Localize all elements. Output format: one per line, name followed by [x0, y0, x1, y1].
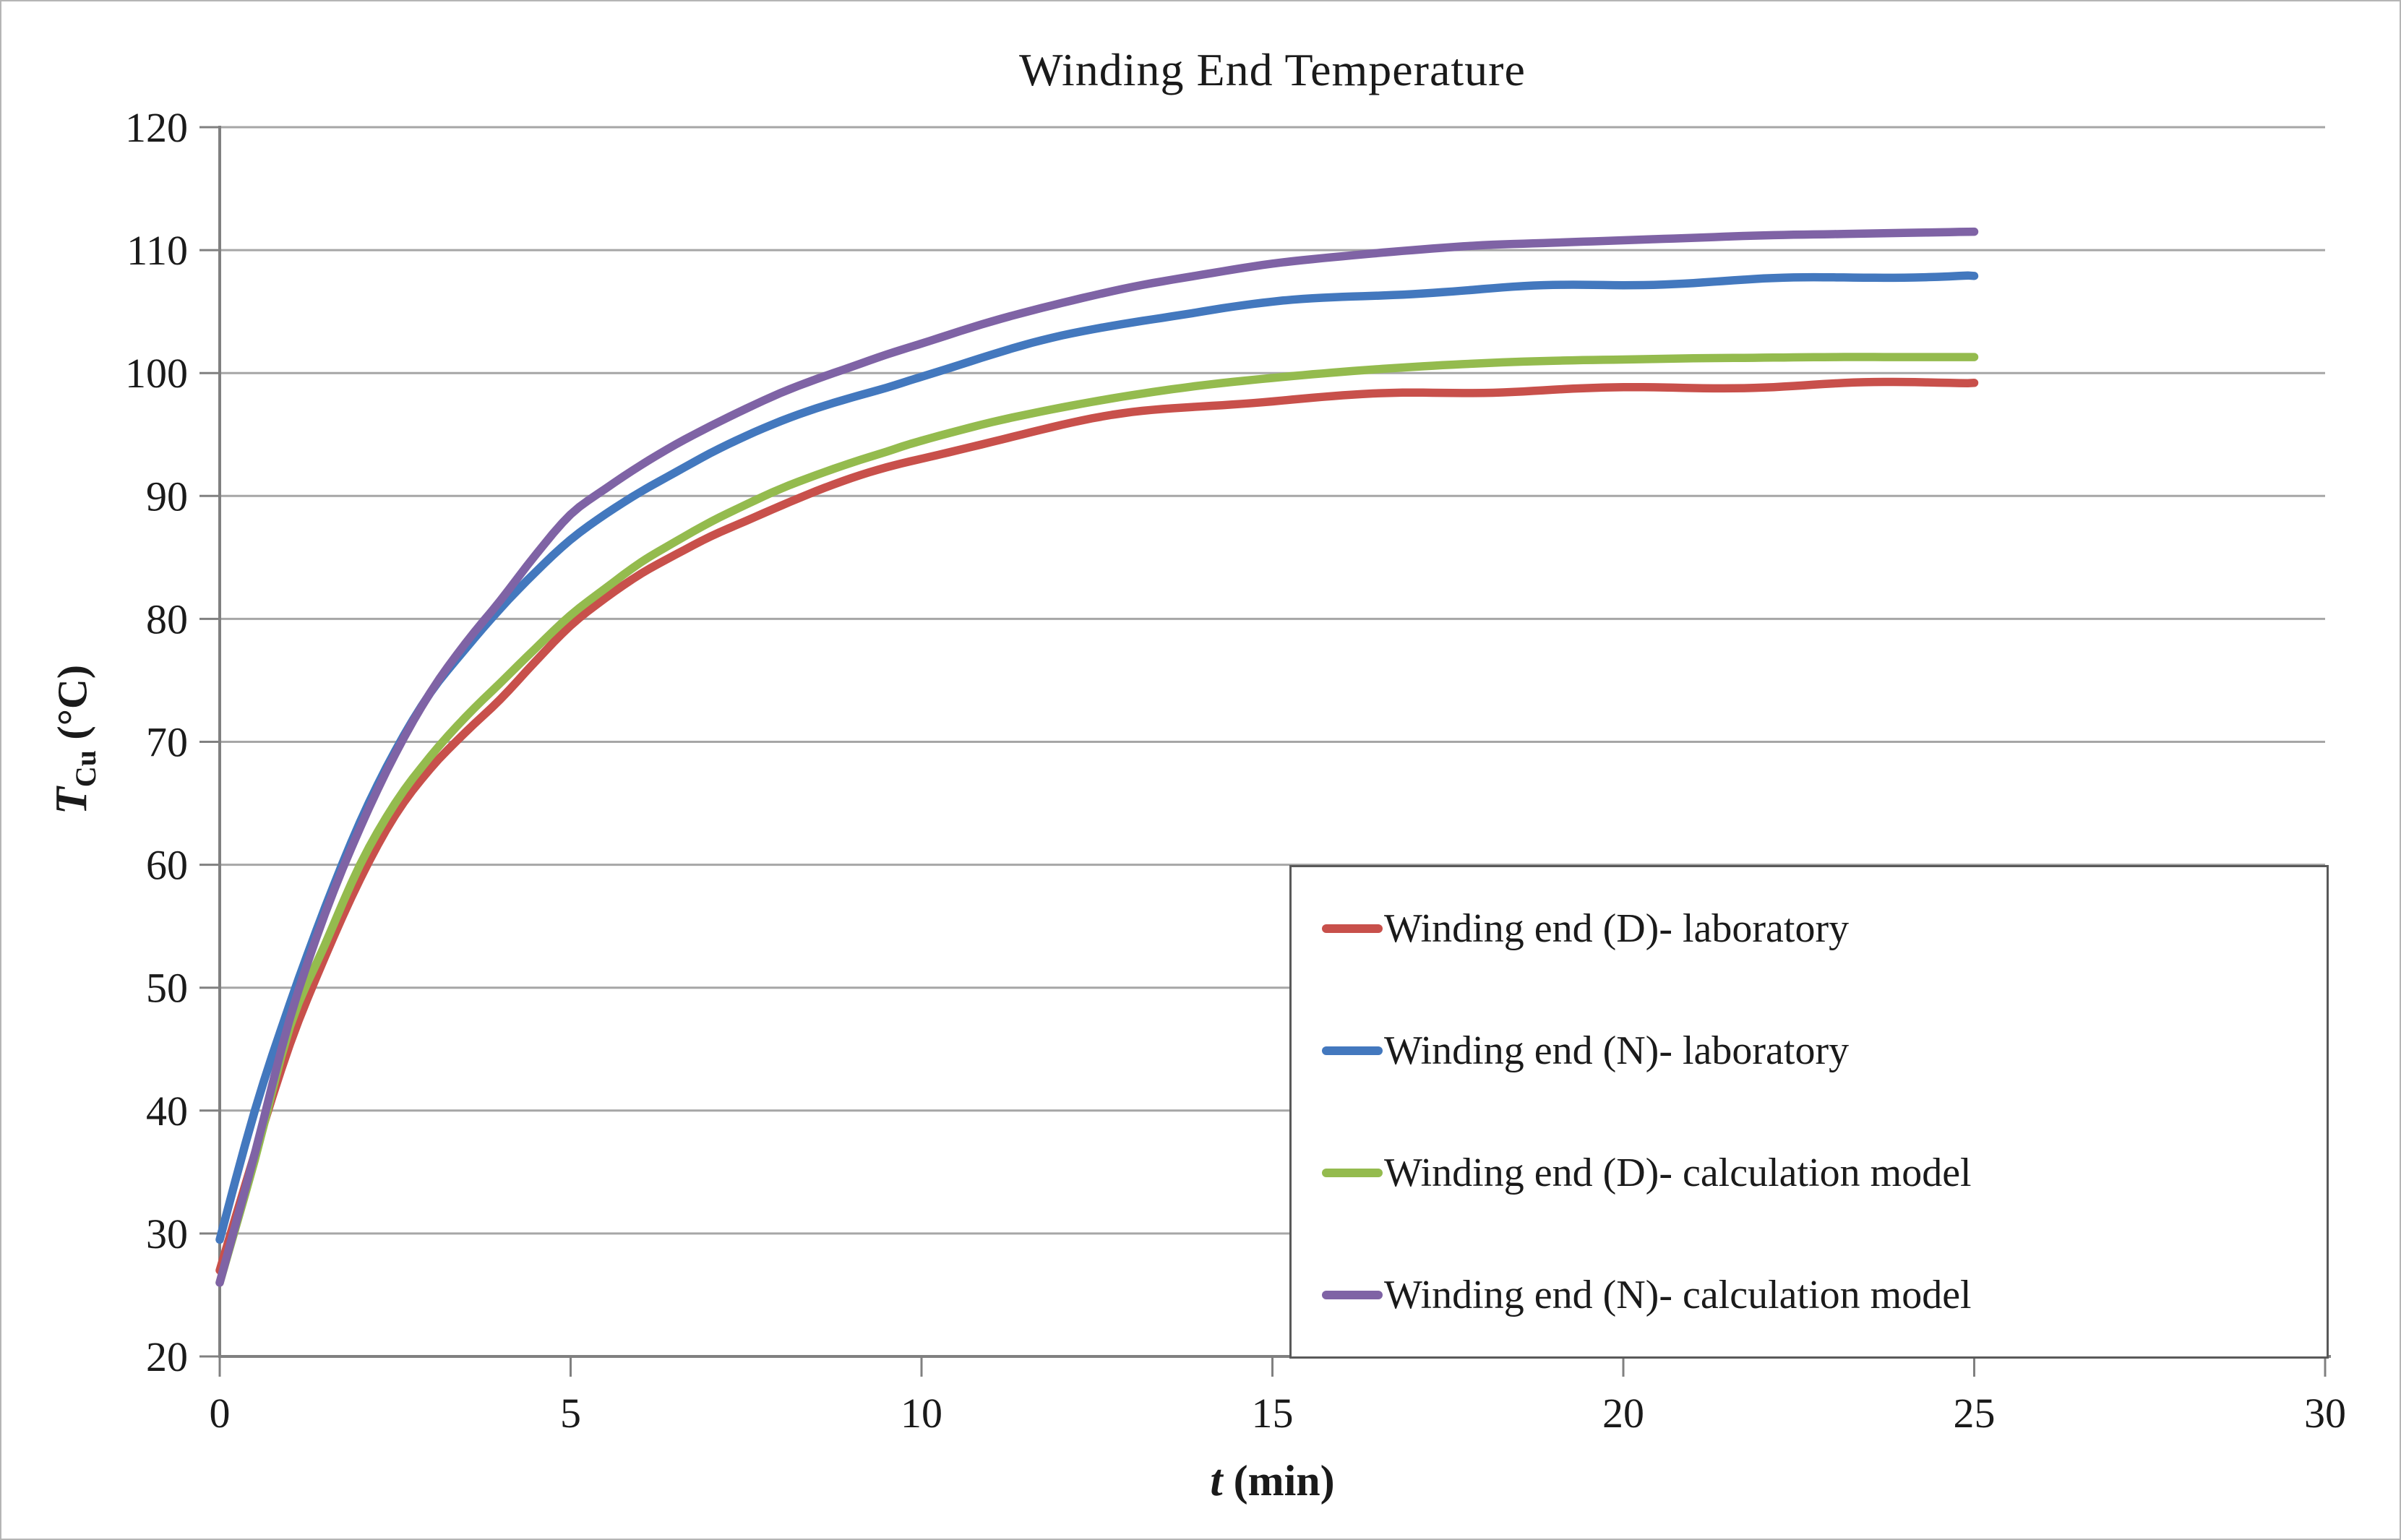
- tick-marks: [199, 126, 2327, 1377]
- series-line-3: [215, 353, 1979, 1287]
- y-tick-label: 70: [146, 719, 188, 766]
- series-swatch-n-laboratory: [1322, 1046, 1383, 1055]
- legend-label: Winding end (N)- calculation model: [1384, 1273, 1972, 1318]
- series-lines: [215, 227, 1979, 1287]
- y-axis-unit: (°C): [48, 664, 96, 751]
- y-tick-label: 120: [125, 104, 188, 151]
- y-tick-label: 90: [146, 473, 188, 520]
- y-tick-label: 80: [146, 595, 188, 642]
- legend-label: Winding end (D)- laboratory: [1384, 905, 1850, 951]
- y-tick-label: 50: [146, 965, 188, 1012]
- chart-title: Winding End Temperature: [1019, 44, 1526, 95]
- x-tick-labels: 0 5 10 15 20 25 30: [210, 1390, 2347, 1437]
- y-tick-label: 100: [125, 350, 188, 397]
- y-tick-labels: 20 30 40 50 60 70 80 90 100 110 120: [125, 104, 188, 1380]
- x-tick-label: 25: [1954, 1390, 1996, 1437]
- y-tick-label: 110: [126, 227, 188, 274]
- y-tick-label: 40: [146, 1088, 188, 1135]
- y-axis-subscript: Cu: [69, 750, 103, 788]
- series-line-4: [215, 227, 1979, 1287]
- legend-item: Winding end (N)- calculation model: [1322, 1272, 2327, 1318]
- series-line-2: [215, 271, 1979, 1244]
- legend-label: Winding end (D)- calculation model: [1384, 1150, 1972, 1196]
- x-tick-label: 10: [901, 1390, 942, 1437]
- legend-item: Winding end (N)- laboratory: [1322, 1028, 2327, 1074]
- x-axis-variable: t: [1210, 1456, 1223, 1505]
- x-axis-unit: (min): [1222, 1457, 1335, 1505]
- legend-box: Winding end (D)- laboratory Winding end …: [1289, 865, 2329, 1359]
- y-axis-variable: T: [47, 787, 97, 815]
- x-tick-label: 20: [1602, 1390, 1644, 1437]
- x-tick-label: 15: [1252, 1390, 1294, 1437]
- legend-item: Winding end (D)- calculation model: [1322, 1150, 2327, 1196]
- y-axis-title: TCu (°C): [47, 574, 103, 906]
- y-tick-label: 20: [146, 1333, 188, 1380]
- y-tick-label: 30: [146, 1210, 188, 1257]
- series-swatch-n-calculation-model: [1322, 1291, 1383, 1300]
- x-tick-label: 30: [2304, 1390, 2346, 1437]
- y-tick-label: 60: [146, 842, 188, 889]
- series-swatch-d-laboratory: [1322, 924, 1383, 933]
- series-line-1: [215, 377, 1979, 1275]
- x-tick-label: 5: [560, 1390, 581, 1437]
- series-swatch-d-calculation-model: [1322, 1169, 1383, 1178]
- x-tick-label: 0: [210, 1390, 231, 1437]
- legend-item: Winding end (D)- laboratory: [1322, 905, 2327, 952]
- legend-label: Winding end (N)- laboratory: [1384, 1028, 1850, 1073]
- x-axis-title: t (min): [220, 1455, 2325, 1507]
